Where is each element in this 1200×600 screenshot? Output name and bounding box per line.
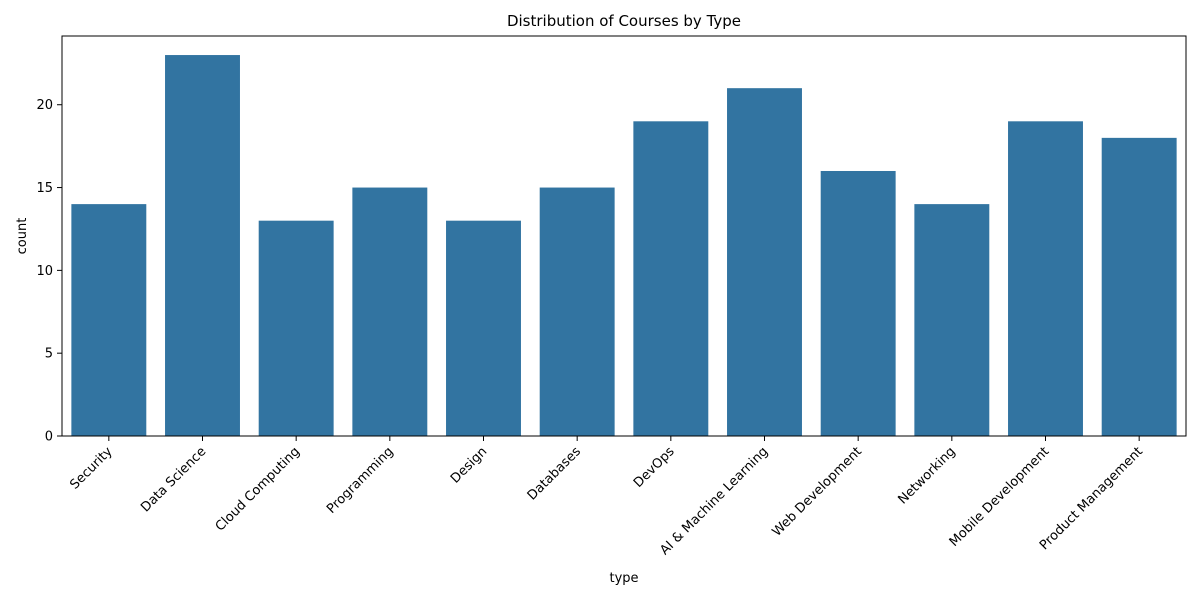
x-tick-label: Data Science: [138, 444, 209, 515]
y-tick-label: 15: [36, 181, 53, 196]
x-tick-label: Programming: [324, 444, 397, 517]
y-tick-label: 0: [45, 430, 53, 445]
x-axis-title: type: [609, 571, 638, 586]
bar-security: [71, 204, 147, 436]
x-tick-label: Product Management: [1037, 444, 1146, 553]
bar-databases: [539, 187, 615, 436]
x-tick-label: Databases: [525, 444, 584, 503]
plot-frame: [61, 35, 1187, 437]
y-axis-title: count: [15, 218, 30, 255]
x-tick-label: AI & Machine Learning: [657, 444, 771, 558]
x-tick-label: Networking: [895, 444, 958, 507]
bar-programming: [352, 187, 428, 436]
x-tick-label: Mobile Development: [947, 444, 1053, 550]
x-axis: Security Data Science Cloud Computing Progr…: [67, 436, 1146, 558]
y-tick-label: 5: [45, 347, 53, 362]
bar-mobile-development: [1008, 121, 1083, 437]
bar-devops: [633, 121, 709, 437]
x-tick-label: Security: [67, 444, 116, 493]
bar-product-management: [1101, 137, 1177, 437]
bar-web-development: [820, 170, 896, 436]
y-tick-label: 20: [36, 98, 53, 113]
bar-data-science: [165, 55, 240, 437]
x-tick-label: Design: [448, 444, 490, 486]
x-tick-label: DevOps: [631, 444, 678, 491]
bar-cloud-computing: [258, 220, 334, 436]
bar-ai-machine-learning: [727, 88, 802, 436]
bar-networking: [914, 204, 990, 436]
bars-group: [71, 55, 1177, 437]
bar-design: [446, 220, 521, 436]
x-tick-label: Cloud Computing: [213, 444, 303, 534]
y-tick-label: 10: [36, 264, 53, 279]
chart-title: Distribution of Courses by Type: [507, 12, 741, 30]
x-tick-label: Web Development: [770, 444, 865, 539]
y-axis: 0 5 10 15 20: [36, 98, 62, 445]
